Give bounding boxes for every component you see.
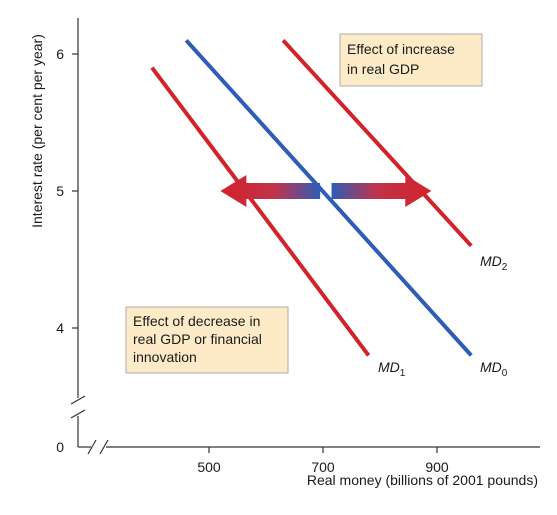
shift-arrow-right	[331, 175, 432, 207]
shift-arrows	[220, 175, 432, 207]
shift-arrow-left	[220, 175, 321, 207]
y-axis-break-mark-2	[70, 409, 86, 419]
annotation-decrease-line-3: innovation	[133, 349, 197, 365]
origin-label: 0	[56, 439, 64, 455]
annotation-increase-line-1: Effect of increase	[347, 41, 455, 57]
annotation-decrease-line-1: Effect of decrease in	[133, 313, 260, 329]
x-axis-break-mark-2	[99, 439, 109, 455]
demand-curves: MD1 MD0 MD2	[150, 38, 508, 379]
annotation-increase: Effect of increase in real GDP	[339, 33, 483, 87]
y-tick-label-4: 4	[56, 320, 64, 336]
annotation-decrease: Effect of decrease in real GDP or financ…	[125, 306, 289, 374]
curve-label-md2: MD2	[480, 253, 508, 273]
x-axis-break-mark-1	[87, 439, 97, 455]
y-axis-break-mark-1	[70, 395, 86, 405]
x-tick-label-700: 700	[311, 459, 335, 475]
curve-md0	[184, 38, 473, 357]
y-tick-label-6: 6	[56, 46, 64, 62]
annotation-decrease-box	[125, 306, 289, 374]
x-tick-label-900: 900	[425, 459, 449, 475]
curve-md1	[150, 66, 371, 357]
annotation-increase-box	[339, 33, 483, 87]
axes: 6 5 4 0 500 700 900 Real money (billions…	[29, 18, 540, 488]
x-tick-label-500: 500	[197, 459, 221, 475]
annotation-increase-line-2: in real GDP	[347, 61, 419, 77]
y-axis-label: Interest rate (per cent per year)	[29, 34, 45, 228]
y-tick-label-5: 5	[56, 183, 64, 199]
curve-md2	[281, 38, 473, 248]
curve-label-md1: MD1	[378, 359, 406, 379]
annotation-decrease-line-2: real GDP or financial	[133, 331, 262, 347]
x-axis-label: Real money (billions of 2001 pounds)	[307, 472, 538, 488]
curve-label-md0: MD0	[480, 359, 508, 379]
